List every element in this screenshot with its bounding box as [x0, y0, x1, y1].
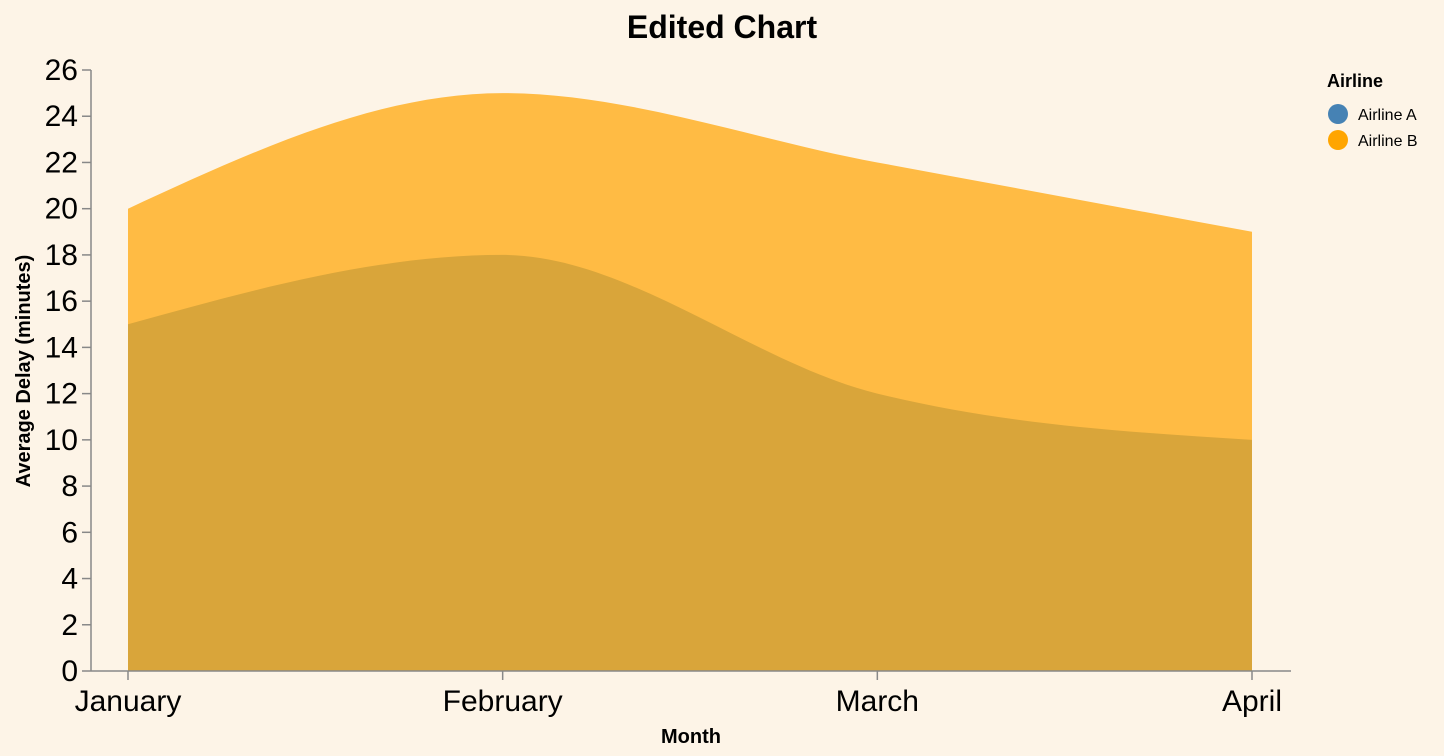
x-tick-label: February	[443, 685, 563, 718]
area-airline-a	[128, 254, 1252, 671]
legend-label: Airline B	[1358, 133, 1418, 150]
x-axis-title: Month	[661, 726, 721, 748]
chart-title: Edited Chart	[627, 9, 818, 45]
y-tick-label: 24	[45, 100, 78, 133]
legend-swatch	[1328, 104, 1348, 124]
y-tick-label: 0	[61, 655, 78, 688]
x-tick-label: January	[75, 685, 182, 718]
x-axis: January February March April	[75, 670, 1291, 718]
y-tick-label: 26	[45, 54, 78, 87]
y-tick-label: 6	[61, 516, 78, 549]
y-tick-label: 12	[45, 378, 78, 411]
legend-label: Airline A	[1358, 107, 1417, 124]
y-tick-label: 22	[45, 146, 78, 179]
x-tick-label: April	[1222, 685, 1282, 718]
legend: Airline Airline A Airline B	[1327, 71, 1418, 150]
y-tick-label: 16	[45, 285, 78, 318]
y-tick-label: 10	[45, 424, 78, 457]
y-tick-label: 4	[61, 563, 78, 596]
x-tick-label: March	[836, 685, 919, 718]
legend-swatch	[1328, 130, 1348, 150]
y-tick-label: 8	[61, 470, 78, 503]
series-areas	[128, 93, 1252, 672]
y-tick-label: 18	[45, 239, 78, 272]
y-tick-label: 2	[61, 609, 78, 642]
y-axis-title: Average Delay (minutes)	[13, 255, 35, 488]
legend-title: Airline	[1327, 71, 1383, 91]
y-tick-label: 14	[45, 331, 78, 364]
y-tick-label: 20	[45, 193, 78, 226]
